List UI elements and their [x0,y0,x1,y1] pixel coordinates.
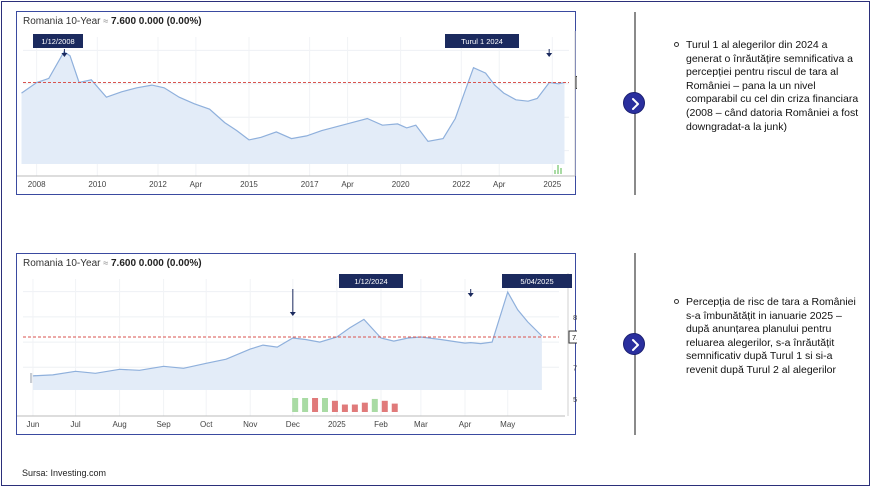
volume-bar [331,400,338,412]
volume-bar [381,400,388,412]
annotation-label: 1/12/2024 [354,277,387,286]
x-tick-label: 2022 [452,180,470,189]
chart-title-price: 7.600 [110,16,137,27]
approx-icon: ≈ [103,258,109,268]
x-tick-label: Jul [70,420,80,429]
x-tick-label: 2010 [88,180,106,189]
x-tick-label: Oct [200,420,213,429]
annotation-arrow-icon [61,53,68,57]
chart-title-name: Romania 10-Year [23,16,101,27]
annotation-arrow-icon [546,53,553,57]
chart-panel-1: Romania 10-Year ≈ 7.600 0.000 (0.00%) In… [16,11,577,195]
bullet-item-1: Turul 1 al alegerilor din 2024 a generat… [674,39,862,134]
annotation-box [33,34,83,48]
chart-title-change: 0.000 (0.00%) [138,258,202,269]
annotation-label: Turul 1 2024 [461,37,503,46]
volume-bar [351,404,358,412]
x-tick-label: Apr [493,180,506,189]
hollow-circle-bullet-icon [674,299,679,304]
series-area [21,51,565,165]
volume-bar [554,170,556,174]
x-tick-label: Aug [112,420,126,429]
chevron-right-icon [632,339,639,351]
x-tick-label: Apr [190,180,203,189]
current-value-box [568,330,577,344]
series-area [32,292,542,390]
x-tick-label: 2025 [328,420,346,429]
x-tick-label: Jun [26,420,39,429]
x-tick-label: 2020 [392,180,410,189]
annotation-arrow-icon [289,312,296,316]
annotation-label: 1/12/2008 [41,37,74,46]
annotation-label: 5/04/2025 [520,277,553,286]
chart-title-price: 7.600 [110,258,137,269]
x-tick-label: Dec [286,420,300,429]
x-tick-label: Nov [243,420,257,429]
current-value-box [575,75,577,89]
chevron-right-icon [632,98,639,110]
chart-title-name: Romania 10-Year [23,258,101,269]
chart-title-2: Romania 10-Year ≈ 7.600 0.000 (0.00%) [23,258,202,269]
annotation-box [445,34,519,48]
next-button-2[interactable] [623,333,645,355]
source-note: Sursa: Investing.com [22,468,107,478]
bullet-text: Turul 1 al alegerilor din 2024 a generat… [686,39,859,133]
volume-bar [312,398,319,412]
annotation-box [339,274,403,288]
series-line [21,50,565,142]
x-tick-label: Feb [374,420,388,429]
y-tick-label: 8.0000 [573,313,577,322]
volume-bar [391,403,398,412]
hollow-circle-bullet-icon [674,42,679,47]
x-tick-label: Mar [414,420,428,429]
volume-bar [292,398,299,412]
volume-bar [557,165,559,174]
x-tick-label: May [500,420,515,429]
series-line [32,290,543,377]
volume-bar [341,404,348,412]
annotation-box [502,274,572,288]
chart-panel-2: Romania 10-Year ≈ 7.600 0.000 (0.00%) In… [16,253,577,435]
x-tick-label: 2025 [543,180,561,189]
approx-icon: ≈ [103,16,109,26]
chart-title-change: 0.000 (0.00%) [138,16,202,27]
bullet-text: Percepția de risc de tara a României s-a… [686,296,856,376]
x-tick-label: Sep [156,420,171,429]
bullet-item-2: Percepția de risc de tara a României s-a… [674,296,862,378]
x-tick-label: 2017 [301,180,319,189]
volume-bar [560,168,562,174]
annotation-arrow-icon [467,293,474,297]
volume-bar [321,398,328,412]
chart-2-svg: Investing.comJunJulAugSepOctNovDec2025Fe… [17,273,577,429]
x-tick-label: Apr [341,180,354,189]
volume-axis-label: 5.0 [573,395,577,404]
chart-title-1: Romania 10-Year ≈ 7.600 0.000 (0.00%) [23,16,202,27]
volume-bar [302,398,309,412]
next-button-1[interactable] [623,92,645,114]
chart-1-svg: Investing.com200820102012Apr20152017Apr2… [17,31,577,189]
x-tick-label: 2015 [240,180,258,189]
volume-bar [371,398,378,412]
volume-bar [361,402,368,412]
y-tick-label: 7.0000 [573,363,577,372]
x-tick-label: 2012 [149,180,167,189]
x-tick-label: 2008 [28,180,46,189]
x-tick-label: Apr [459,420,472,429]
